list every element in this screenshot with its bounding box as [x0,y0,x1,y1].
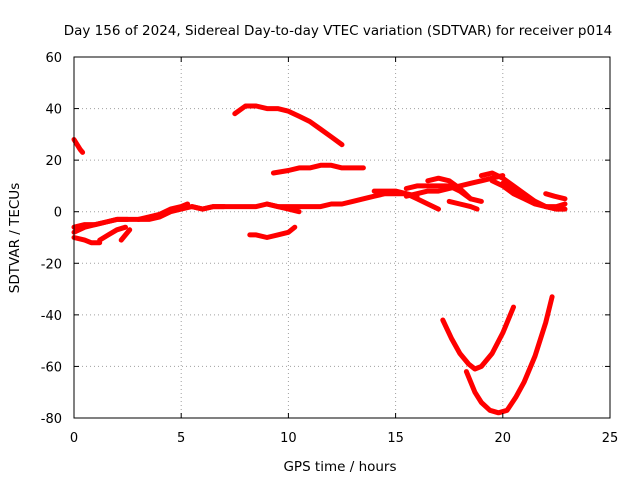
data-series-12 [264,201,302,215]
data-series-20 [500,180,568,212]
x-tick-label: 20 [495,431,512,446]
y-tick-label: 0 [54,206,62,221]
data-series-7 [135,201,191,222]
y-tick-label: -20 [41,257,62,272]
plot-frame [73,56,611,419]
y-tick-label: -80 [41,412,62,427]
data-series-16 [403,183,484,204]
data-series-6 [118,227,133,243]
x-tick-label: 25 [602,431,619,446]
grid-lines [74,57,610,418]
x-tick-label: 5 [177,431,185,446]
data-series-2 [71,191,420,230]
y-axis-label: SDTVAR / TECUs [7,183,23,293]
y-tick-label: -40 [41,309,62,324]
y-tick-label: -60 [41,360,62,375]
y-tick-label: 20 [45,154,62,169]
data-series-1 [71,137,86,155]
data-series-9 [232,103,345,148]
x-tick-label: 0 [70,431,78,446]
data-series-17 [446,198,480,212]
y-tick-label: 40 [45,103,62,118]
chart-title: Day 156 of 2024, Sidereal Day-to-day VTE… [64,23,613,39]
data-series-11 [247,224,298,240]
data-series-22 [440,304,516,372]
data-series-5 [97,224,128,243]
x-tick-label: 10 [280,431,297,446]
y-tick-label: 60 [45,51,62,66]
data-series [71,103,568,416]
data-series-4 [71,235,103,246]
x-tick-label: 15 [387,431,404,446]
data-series-23 [463,294,555,416]
data-series-3 [71,216,131,235]
x-axis-label: GPS time / hours [283,459,396,475]
axis-ticks: 0 5 10 15 20 25 -80 -60 -40 -20 0 20 40 60 [41,51,619,446]
data-series-8 [189,204,227,212]
data-series-21 [543,191,568,202]
data-series-10 [270,162,366,176]
